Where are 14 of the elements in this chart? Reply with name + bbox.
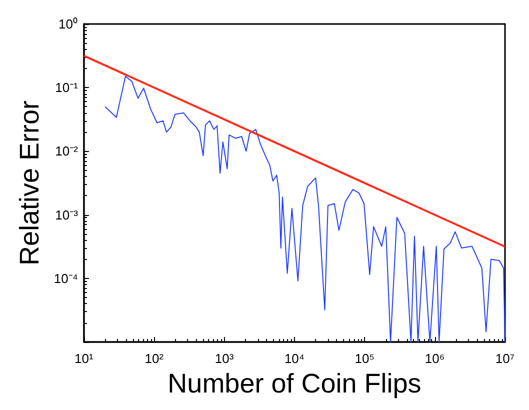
x-tick-label: 10¹	[74, 351, 94, 366]
x-tick-label: 10²	[144, 351, 164, 366]
y-tick-label: 10⁻³	[55, 207, 79, 222]
x-tick-label: 10³	[214, 351, 234, 366]
x-tick-label: 10⁴	[284, 351, 304, 366]
y-tick-label: 10⁻²	[55, 144, 79, 159]
y-tick-label: 10⁻¹	[55, 80, 79, 96]
x-tick-label: 10⁷	[495, 351, 515, 366]
x-axis-title: Number of Coin Flips	[168, 368, 422, 398]
y-axis-title: Relative Error	[14, 100, 44, 266]
y-tick-label: 10⁻⁴	[54, 270, 78, 286]
x-tick-label: 10⁶	[424, 351, 445, 366]
x-tick-label: 10⁵	[354, 351, 375, 366]
y-tick-label: 10⁰	[58, 16, 78, 32]
